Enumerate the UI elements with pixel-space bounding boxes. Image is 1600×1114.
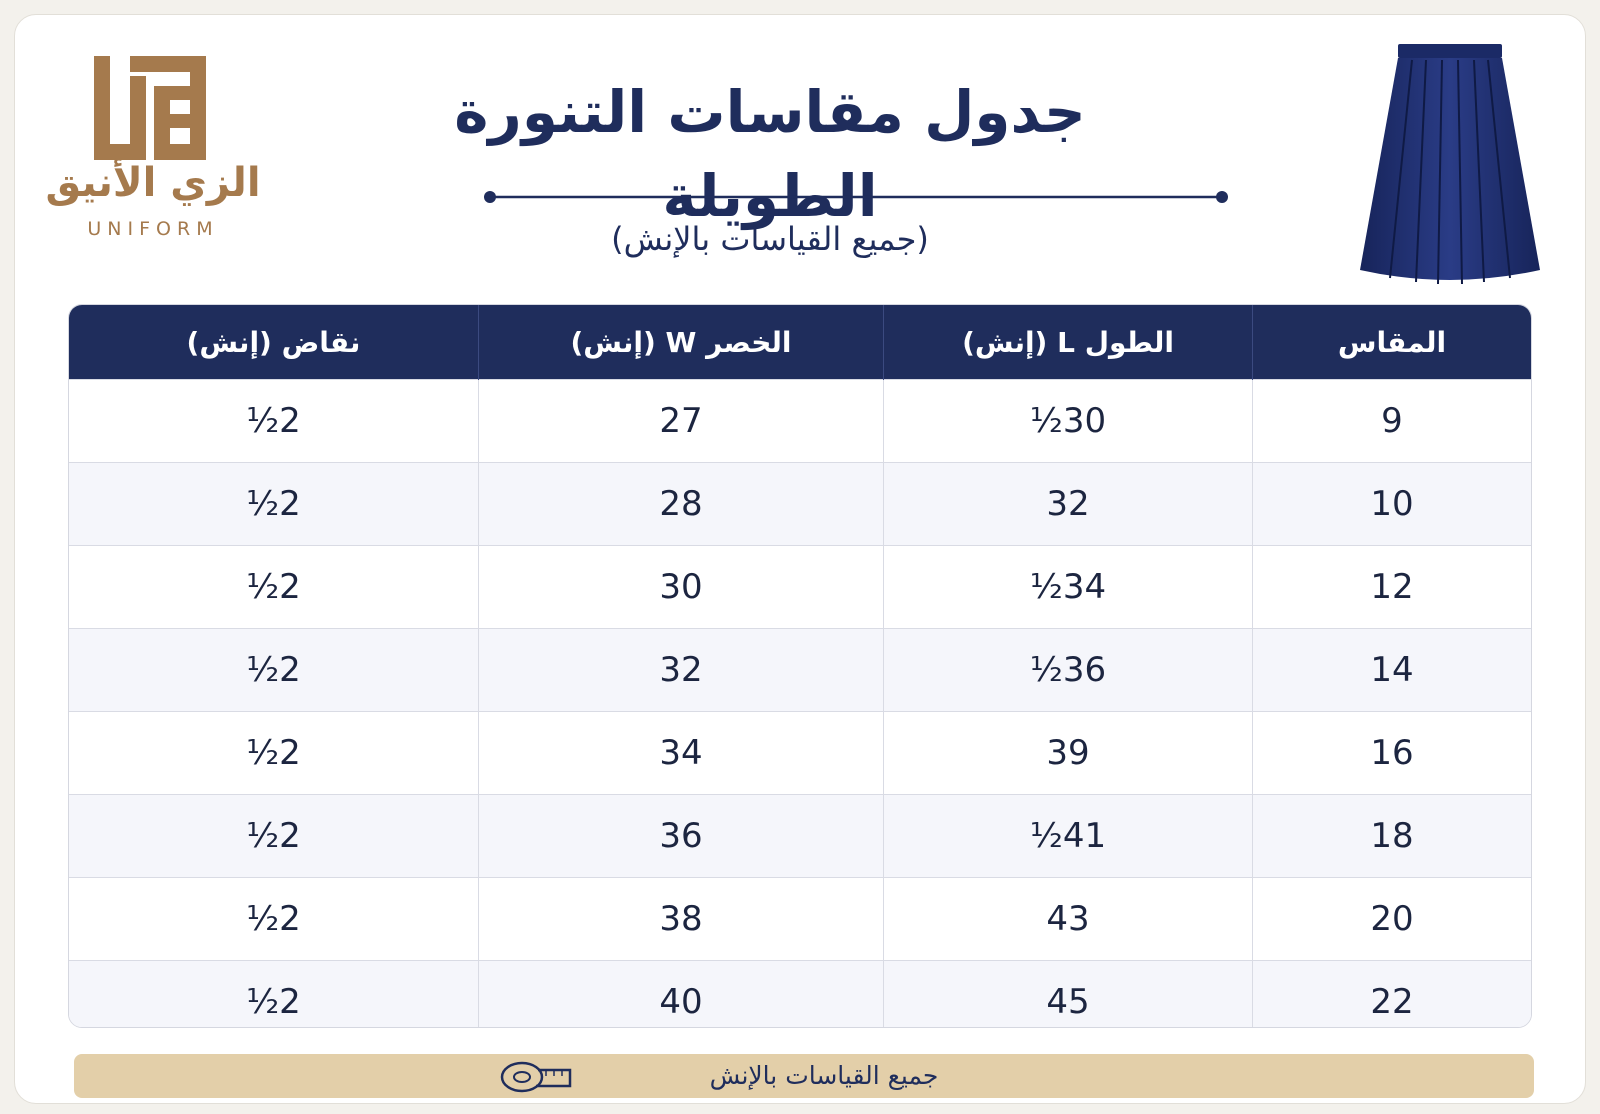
table-header-row: المقاس الطول L (إنش) الخصر W (إنش) نقاض … [69,305,1531,380]
cell-length: 43 [883,877,1253,961]
cell-hem: 2½ [69,794,479,878]
cell-size: 12 [1252,545,1531,629]
table-row: 16 39 34 2½ [69,711,1531,795]
cell-waist: 40 [478,960,884,1027]
header-waist: الخصر W (إنش) [478,305,884,380]
cell-hem: 2½ [69,711,479,795]
title-divider [484,191,1228,203]
table-row: 18 41½ 36 2½ [69,794,1531,878]
cell-length: 45 [883,960,1253,1027]
header-length: الطول L (إنش) [883,305,1253,380]
measuring-tape-icon [500,1061,572,1093]
cell-hem: 2½ [69,960,479,1027]
page-subtitle: (جميع القياسات بالإنش) [611,220,929,258]
cell-size: 20 [1252,877,1531,961]
cell-hem: 2½ [69,379,479,463]
footer-note-band: جميع القياسات بالإنش [74,1054,1534,1098]
brand-name-arabic: الزي الأنيق [45,160,261,206]
brand-logo: الزي الأنيق UNIFORM [38,38,268,268]
cell-waist: 36 [478,794,884,878]
cell-waist: 30 [478,545,884,629]
page-title: جدول مقاسات التنورة الطويلة [454,78,1086,230]
cell-length: 32 [883,462,1253,546]
header-size: المقاس [1252,305,1531,380]
cell-size: 9 [1252,379,1531,463]
cell-waist: 32 [478,628,884,712]
table-row: 9 30½ 27 2½ [69,379,1531,463]
cell-length: 34½ [883,545,1253,629]
table-row: 20 43 38 2½ [69,877,1531,961]
cell-waist: 28 [478,462,884,546]
kufic-logo-icon [94,56,206,160]
cell-length: 41½ [883,794,1253,878]
cell-size: 18 [1252,794,1531,878]
table-row: 14 36½ 32 2½ [69,628,1531,712]
cell-waist: 34 [478,711,884,795]
cell-size: 22 [1252,960,1531,1027]
cell-hem: 2½ [69,462,479,546]
cell-waist: 38 [478,877,884,961]
cell-length: 36½ [883,628,1253,712]
table-row: 22 45 40 2½ [69,960,1531,1027]
cell-waist: 27 [478,379,884,463]
cell-size: 14 [1252,628,1531,712]
cell-hem: 2½ [69,628,479,712]
skirt-image [1360,44,1540,285]
cell-length: 39 [883,711,1253,795]
cell-size: 16 [1252,711,1531,795]
size-table: المقاس الطول L (إنش) الخصر W (إنش) نقاض … [68,304,1532,1028]
footer-note-text: جميع القياسات بالإنش [709,1061,939,1090]
cell-hem: 2½ [69,545,479,629]
table-row: 12 34½ 30 2½ [69,545,1531,629]
header-hem-allowance: نقاض (إنش) [69,305,479,380]
cell-length: 30½ [883,379,1253,463]
cell-size: 10 [1252,462,1531,546]
cell-hem: 2½ [69,877,479,961]
table-row: 10 32 28 2½ [69,462,1531,546]
brand-name-english: UNIFORM [87,218,219,240]
